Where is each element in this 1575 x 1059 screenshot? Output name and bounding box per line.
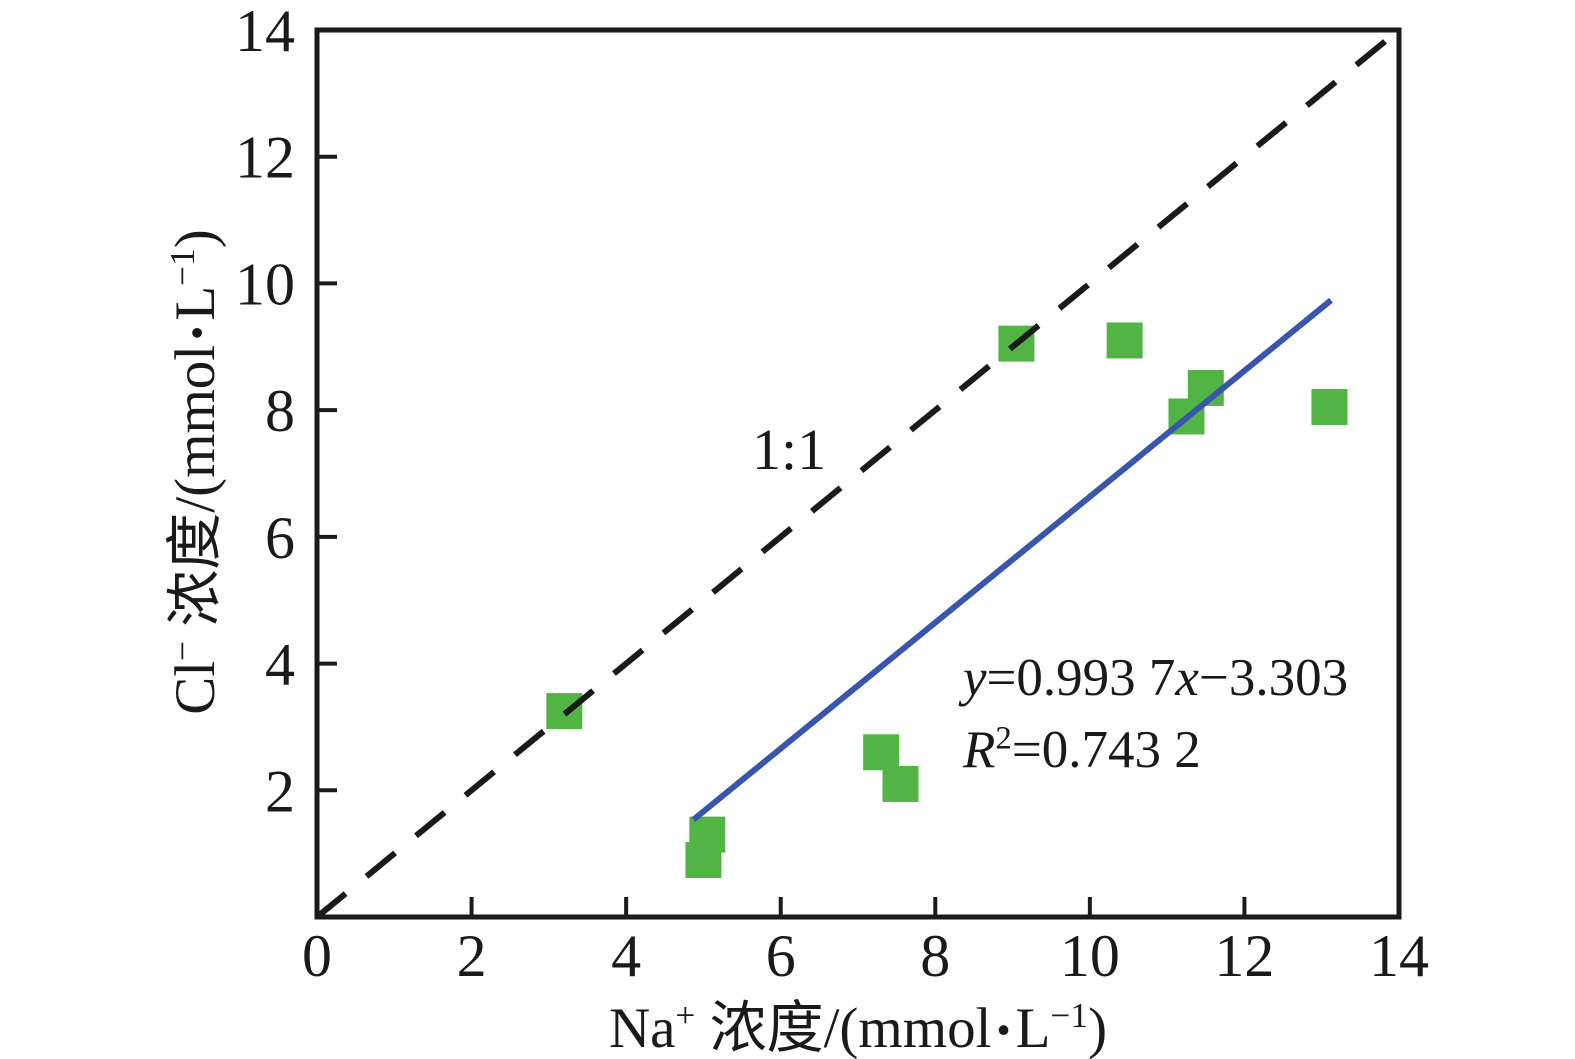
- x-tick-label: 10: [1060, 923, 1120, 989]
- y-axis-dot: •: [173, 325, 220, 340]
- x-axis-unit: L: [1015, 997, 1051, 1059]
- y-axis-mid: 浓度/(mmol: [164, 344, 227, 641]
- one-to-one-label: 1:1: [752, 417, 827, 482]
- equation-part1: =0.993 7: [986, 649, 1176, 707]
- y-tick-label: 6: [265, 505, 295, 571]
- y-axis-close: ): [164, 229, 227, 249]
- x-tick-label: 6: [766, 923, 796, 989]
- plot-frame: [314, 27, 1402, 920]
- x-axis-ion: Na: [608, 997, 676, 1059]
- x-tick-label: 8: [920, 923, 950, 989]
- y-tick-label: 4: [265, 632, 295, 698]
- regression-equation: y=0.993 7x−3.303: [963, 648, 1348, 708]
- regression-line: [691, 297, 1333, 822]
- y-axis-ion-sup: −: [163, 640, 202, 661]
- data-point: [1311, 388, 1348, 425]
- equation-var-x: x: [1175, 649, 1199, 707]
- y-axis-unit: L: [164, 285, 227, 321]
- equation-var-y: y: [963, 649, 987, 707]
- x-axis-title: Na+ 浓度/(mmol •L−1): [317, 982, 1399, 1059]
- r-squared-label: R2=0.743 2: [963, 720, 1201, 780]
- x-tick-label: 4: [611, 923, 641, 989]
- x-tick-label: 0: [302, 923, 332, 989]
- x-axis-dot: •: [996, 1006, 1011, 1053]
- data-point: [685, 841, 722, 878]
- x-axis-mid: 浓度/(mmol: [695, 997, 992, 1059]
- x-tick-label: 14: [1369, 923, 1429, 989]
- y-tick-label: 10: [235, 251, 295, 317]
- data-point: [863, 734, 900, 771]
- y-axis-unit-sup: −1: [163, 248, 202, 286]
- data-point: [1106, 322, 1143, 359]
- equation-part2: −3.303: [1198, 649, 1349, 707]
- identity-line: [315, 27, 1401, 920]
- x-tick-label: 2: [457, 923, 487, 989]
- r-squared-sup: 2: [995, 720, 1012, 757]
- y-axis-title: Cl− 浓度/(mmol • L−1): [151, 0, 241, 972]
- y-tick-label: 14: [235, 0, 295, 64]
- r-squared-var: R: [963, 721, 996, 779]
- data-point: [882, 765, 919, 802]
- r-squared-value: =0.743 2: [1011, 721, 1201, 779]
- x-tick-label: 12: [1214, 923, 1274, 989]
- y-tick-label: 8: [265, 378, 295, 444]
- x-axis-ion-sup: +: [675, 996, 696, 1035]
- y-axis-ion: Cl: [164, 660, 227, 715]
- x-axis-close: ): [1088, 997, 1108, 1059]
- y-tick-label: 12: [235, 125, 295, 191]
- y-tick-label: 2: [265, 758, 295, 824]
- x-axis-unit-sup: −1: [1050, 996, 1089, 1035]
